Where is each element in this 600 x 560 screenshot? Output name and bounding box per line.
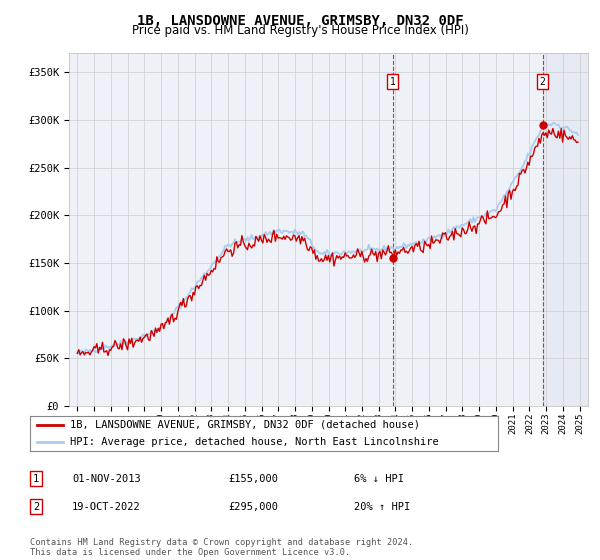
Text: 1B, LANSDOWNE AVENUE, GRIMSBY, DN32 0DF: 1B, LANSDOWNE AVENUE, GRIMSBY, DN32 0DF: [137, 14, 463, 28]
Text: 20% ↑ HPI: 20% ↑ HPI: [354, 502, 410, 512]
Text: £295,000: £295,000: [228, 502, 278, 512]
Bar: [542, 53, 588, 406]
Text: Price paid vs. HM Land Registry's House Price Index (HPI): Price paid vs. HM Land Registry's House …: [131, 24, 469, 37]
Text: 6% ↓ HPI: 6% ↓ HPI: [354, 474, 404, 484]
Text: 19-OCT-2022: 19-OCT-2022: [72, 502, 141, 512]
Text: Contains HM Land Registry data © Crown copyright and database right 2024.
This d: Contains HM Land Registry data © Crown c…: [30, 538, 413, 557]
Text: 1: 1: [389, 77, 395, 87]
Text: 1: 1: [33, 474, 39, 484]
Text: HPI: Average price, detached house, North East Lincolnshire: HPI: Average price, detached house, Nort…: [70, 437, 439, 447]
Text: £155,000: £155,000: [228, 474, 278, 484]
Text: 1B, LANSDOWNE AVENUE, GRIMSBY, DN32 0DF (detached house): 1B, LANSDOWNE AVENUE, GRIMSBY, DN32 0DF …: [70, 419, 420, 430]
Text: 2: 2: [33, 502, 39, 512]
Text: 01-NOV-2013: 01-NOV-2013: [72, 474, 141, 484]
Text: 2: 2: [539, 77, 545, 87]
